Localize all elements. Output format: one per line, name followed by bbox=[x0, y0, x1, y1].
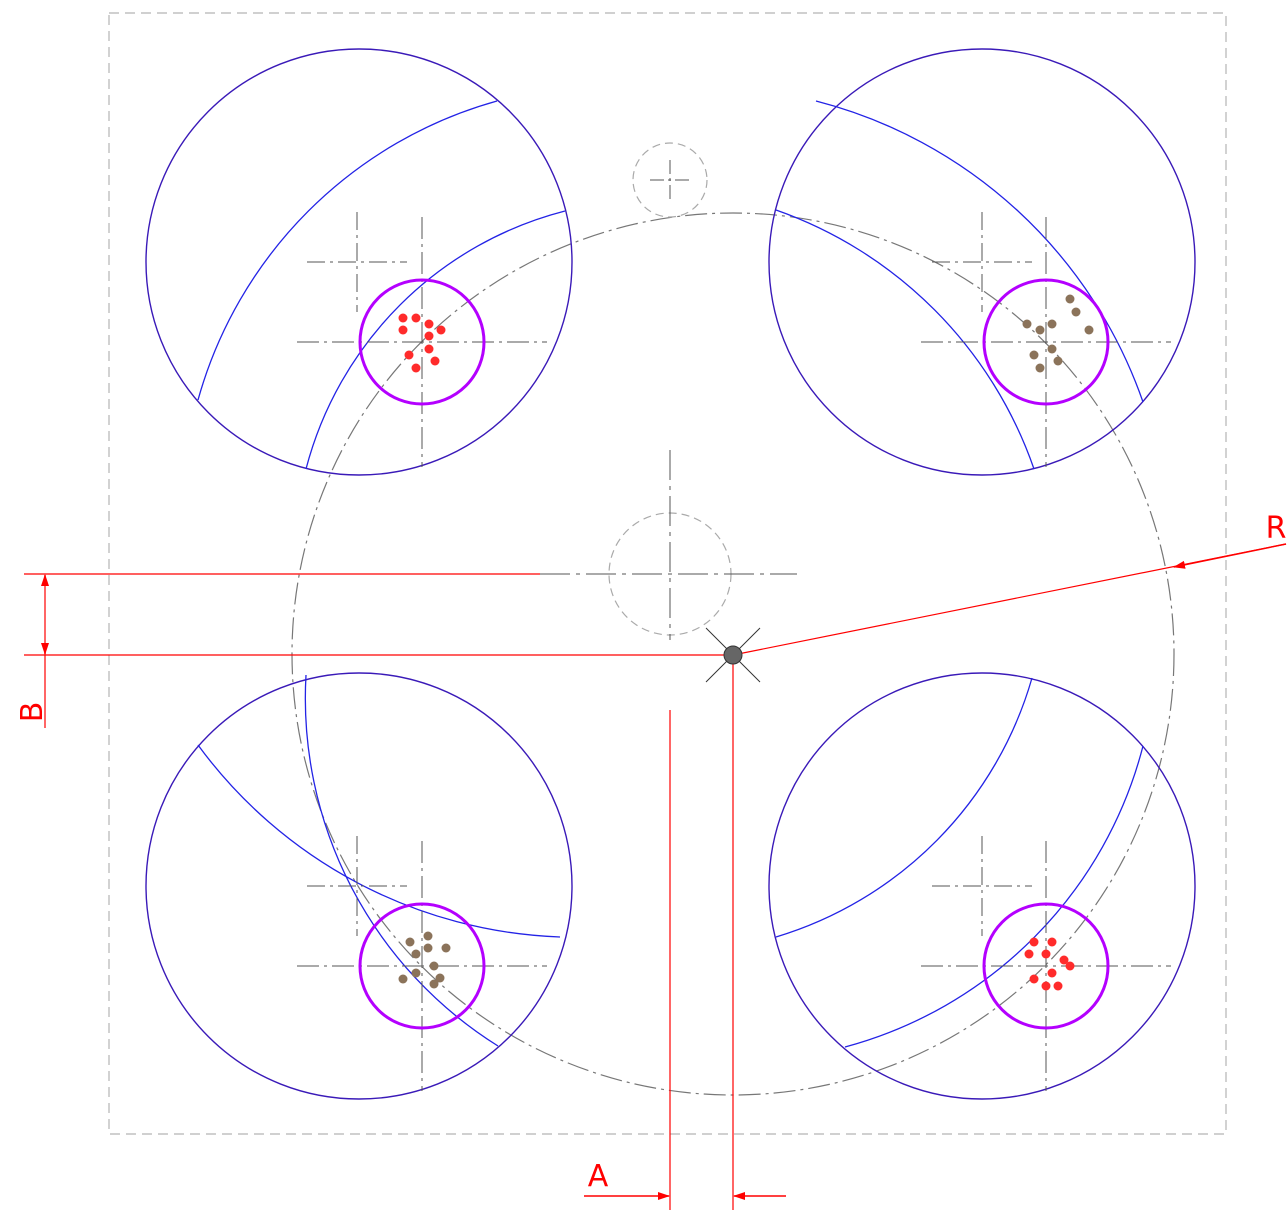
hit-dot bbox=[1041, 949, 1051, 959]
top-index-circle bbox=[632, 142, 708, 218]
hit-dot bbox=[398, 313, 408, 323]
targets-layer bbox=[145, 48, 1196, 1100]
hit-dot bbox=[1035, 363, 1045, 373]
arc bbox=[304, 674, 499, 1047]
outer-circle bbox=[768, 48, 1196, 476]
hit-dot bbox=[1071, 307, 1081, 317]
target-top-right bbox=[768, 48, 1196, 476]
dimension-label-b: B bbox=[15, 702, 50, 723]
hit-dot bbox=[441, 943, 451, 953]
dimension-r: R bbox=[732, 511, 1287, 656]
hit-dot bbox=[411, 949, 421, 959]
target-top-left bbox=[145, 48, 573, 476]
hit-dot bbox=[404, 350, 414, 360]
hit-dot bbox=[423, 931, 433, 941]
arc bbox=[197, 100, 498, 401]
dimension-a: A bbox=[584, 655, 786, 1210]
target-ring bbox=[982, 902, 1110, 1030]
hit-dot bbox=[398, 325, 408, 335]
hit-dot bbox=[1029, 937, 1039, 947]
hit-dot bbox=[1047, 937, 1057, 947]
hit-dot bbox=[1035, 325, 1045, 335]
hit-dot bbox=[411, 313, 421, 323]
hit-dot bbox=[429, 961, 439, 971]
hit-dot bbox=[429, 979, 439, 989]
hit-dot bbox=[1053, 981, 1063, 991]
hit-dot bbox=[405, 937, 415, 947]
hit-dot bbox=[1084, 325, 1094, 335]
hit-dot bbox=[1065, 961, 1075, 971]
arc bbox=[775, 677, 1033, 938]
hit-dot bbox=[1059, 955, 1069, 965]
arc bbox=[844, 745, 1144, 1048]
target-ring bbox=[358, 902, 486, 1030]
hit-dot bbox=[423, 943, 433, 953]
hit-dot bbox=[1053, 356, 1063, 366]
dimension-label-r: R bbox=[1266, 511, 1287, 546]
target-bottom-right bbox=[768, 672, 1196, 1100]
pivot-marker bbox=[705, 627, 761, 683]
hit-dot bbox=[1024, 949, 1034, 959]
hit-dot bbox=[1029, 974, 1039, 984]
target-ring bbox=[358, 278, 486, 406]
hit-dot bbox=[424, 331, 434, 341]
hit-dot bbox=[1047, 968, 1057, 978]
hit-dot bbox=[436, 325, 446, 335]
dimension-b: B bbox=[15, 573, 733, 728]
outer-circle bbox=[145, 48, 573, 476]
arc bbox=[815, 100, 1144, 403]
hit-dot bbox=[424, 319, 434, 329]
hit-dot bbox=[424, 344, 434, 354]
hit-dot bbox=[1047, 319, 1057, 329]
target-ring bbox=[982, 278, 1110, 406]
arc bbox=[305, 210, 566, 470]
outer-circle bbox=[145, 672, 573, 1100]
target-bottom-left bbox=[145, 672, 573, 1100]
hit-dot bbox=[1022, 319, 1032, 329]
arc bbox=[775, 209, 1035, 470]
hit-dot bbox=[1047, 344, 1057, 354]
hit-dot bbox=[398, 974, 408, 984]
center-bore-circle bbox=[540, 450, 797, 640]
hit-dot bbox=[430, 356, 440, 366]
hit-dot bbox=[1029, 350, 1039, 360]
dimension-label-a: A bbox=[588, 1159, 609, 1194]
hit-dot bbox=[435, 973, 445, 983]
hit-dot bbox=[1065, 294, 1075, 304]
outer-circle bbox=[768, 672, 1196, 1100]
hit-dot bbox=[411, 363, 421, 373]
hit-dot bbox=[411, 968, 421, 978]
hit-dot bbox=[1041, 981, 1051, 991]
arc bbox=[197, 744, 561, 938]
